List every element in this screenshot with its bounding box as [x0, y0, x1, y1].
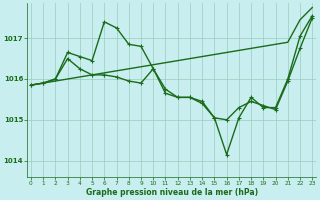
X-axis label: Graphe pression niveau de la mer (hPa): Graphe pression niveau de la mer (hPa)	[85, 188, 258, 197]
